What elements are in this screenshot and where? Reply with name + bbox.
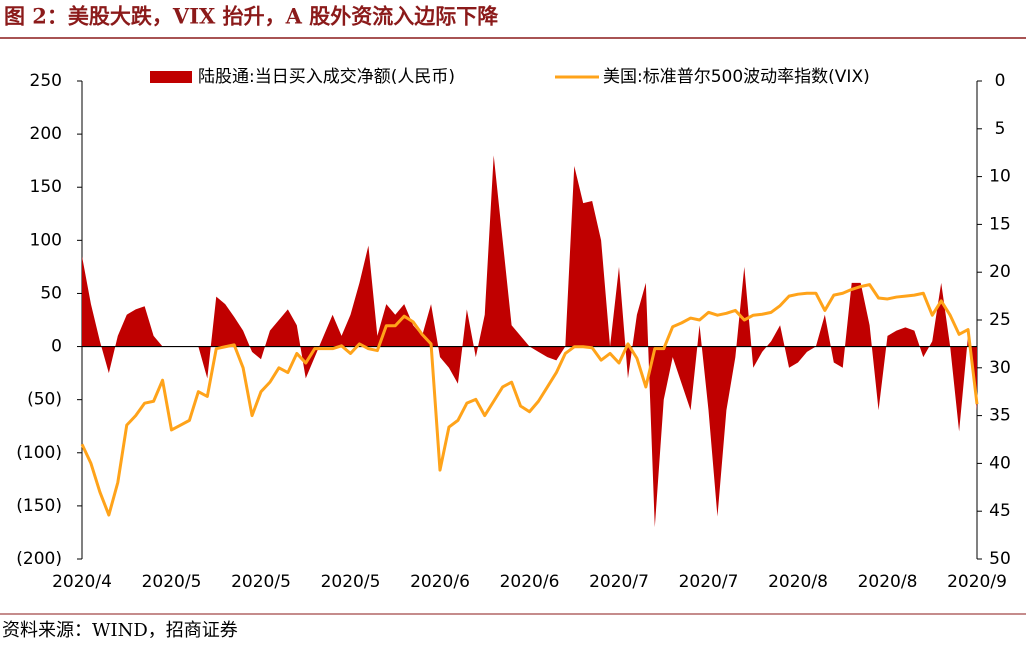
y2-tick-label: 5 (995, 119, 1006, 139)
y2-tick-label: 50 (989, 549, 1011, 569)
y-tick-label: (150) (16, 496, 62, 516)
y2-tick-label: 20 (989, 262, 1011, 282)
y-tick-label: 150 (30, 177, 62, 197)
legend-label: 陆股通:当日买入成交净额(人民币) (198, 67, 455, 87)
y-tick-label: 200 (30, 124, 62, 144)
y2-tick-label: 10 (989, 167, 1011, 187)
y-tick-label: 50 (40, 283, 62, 303)
y2-tick-label: 15 (989, 214, 1011, 234)
x-tick-label: 2020/5 (321, 572, 381, 592)
x-tick-label: 2020/8 (858, 572, 918, 592)
x-tick-label: 2020/7 (589, 572, 649, 592)
legend-label: 美国:标准普尔500波动率指数(VIX) (603, 67, 870, 87)
x-tick-label: 2020/5 (142, 572, 202, 592)
x-tick-label: 2020/9 (947, 572, 1007, 592)
y-tick-label: 250 (30, 71, 62, 91)
y2-tick-label: 30 (989, 358, 1011, 378)
area (82, 155, 977, 528)
y-tick-label: 0 (51, 337, 62, 357)
y2-tick-label: 35 (989, 406, 1011, 426)
y2-tick-label: 25 (989, 310, 1011, 330)
chart-title: 图 2：美股大跌，VIX 抬升，A 股外资流入边际下降 (4, 4, 499, 29)
source-note: 资料来源：WIND，招商证券 (2, 620, 238, 641)
x-tick-label: 2020/4 (52, 572, 112, 592)
y2-tick-label: 45 (989, 501, 1011, 521)
y2-tick-label: 0 (995, 71, 1006, 91)
y-tick-label: (50) (27, 390, 62, 410)
x-tick-label: 2020/6 (500, 572, 560, 592)
x-tick-label: 2020/6 (410, 572, 470, 592)
y-tick-label: (100) (16, 443, 62, 463)
y2-tick-label: 40 (989, 453, 1011, 473)
x-tick-label: 2020/7 (679, 572, 739, 592)
legend-swatch (150, 71, 192, 83)
y-tick-label: (200) (16, 549, 62, 569)
y-tick-label: 100 (30, 230, 62, 250)
x-tick-label: 2020/5 (231, 572, 291, 592)
line (80, 283, 979, 517)
x-tick-label: 2020/8 (768, 572, 828, 592)
